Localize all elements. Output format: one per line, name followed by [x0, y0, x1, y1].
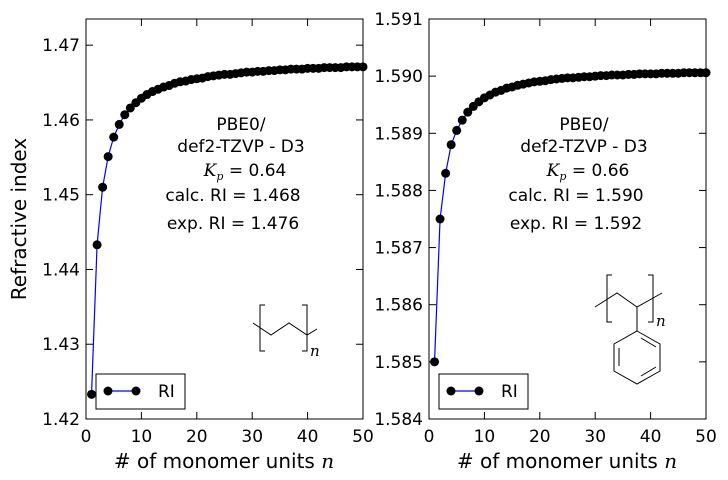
method-line1-right: PBE0/: [559, 115, 608, 135]
calc-ri-left: calc. RI = 1.468: [165, 186, 300, 206]
plot-area-left: [85, 18, 364, 420]
data-point-left: [98, 182, 108, 192]
data-point-left: [114, 119, 124, 129]
chart-right: 0 10 20 30 40 50 1.584 1.585 1.586 1.587 1.588 1.58…: [374, 10, 716, 473]
x-tick-label-right: 10: [474, 427, 496, 447]
data-points-right: [430, 68, 711, 367]
legend-left: RI: [95, 373, 186, 410]
legend-marker-left-b: [131, 386, 141, 396]
kp-left: Kp = 0.64: [203, 161, 287, 183]
exp-ri-left: exp. RI = 1.476: [167, 214, 299, 234]
y-tick-label-left: 1.46: [42, 111, 80, 131]
data-points-left: [87, 62, 368, 399]
method-line1-left: PBE0/: [216, 115, 265, 135]
xlabel-left: # of monomer units n: [114, 449, 334, 473]
y-tick-label-left: 1.44: [42, 260, 80, 280]
structure-subscript-left: n: [310, 342, 320, 360]
xlabel-right: # of monomer units n: [457, 449, 677, 473]
y-tick-label-right: 1.586: [374, 296, 423, 316]
data-point-right: [441, 168, 451, 178]
data-point-left: [358, 62, 368, 72]
data-point-left: [109, 132, 119, 142]
x-tick-label-left: 50: [352, 427, 374, 447]
ticks-left: 0 10 20 30 40 50 1.42 1.43 1.44 1.45 1.46 1.47: [42, 19, 374, 447]
x-tick-label-left: 30: [241, 427, 263, 447]
method-line2-left: def2-TZVP - D3: [177, 137, 304, 157]
data-point-right: [446, 140, 456, 150]
x-tick-label-left: 0: [81, 427, 92, 447]
y-tick-label-right: 1.587: [374, 239, 423, 259]
data-point-right: [701, 68, 711, 78]
ylabel-left: Refractive index: [7, 138, 31, 301]
y-tick-label-left: 1.47: [42, 36, 80, 56]
data-point-left: [87, 389, 97, 399]
kp-right: Kp = 0.66: [546, 161, 630, 183]
x-tick-label-right: 40: [640, 427, 662, 447]
y-tick-label-right: 1.589: [374, 124, 423, 144]
data-point-right: [435, 214, 445, 224]
polystyrene-repeat-unit-icon: [594, 274, 663, 385]
y-tick-label-left: 1.43: [42, 335, 80, 355]
legend-marker-right-a: [446, 386, 456, 396]
y-tick-label-left: 1.42: [42, 410, 80, 430]
data-point-right: [463, 107, 473, 117]
exp-ri-right: exp. RI = 1.592: [510, 214, 642, 234]
x-tick-label-left: 20: [186, 427, 208, 447]
x-tick-label-right: 30: [584, 427, 606, 447]
legend-label-left: RI: [158, 382, 175, 402]
y-tick-label-right: 1.585: [374, 353, 423, 373]
x-tick-label-right: 50: [695, 427, 717, 447]
x-tick-label-right: 0: [424, 427, 435, 447]
structure-subscript-right: n: [656, 312, 666, 330]
legend-marker-right-b: [474, 386, 484, 396]
legend-label-right: RI: [501, 382, 518, 402]
ticks-right: 0 10 20 30 40 50 1.584 1.585 1.586 1.587 1.588 1.58…: [374, 10, 716, 447]
data-point-left: [103, 152, 113, 162]
y-tick-label-right: 1.591: [374, 10, 423, 30]
legend-marker-left-a: [103, 386, 113, 396]
calc-ri-right: calc. RI = 1.590: [508, 186, 643, 206]
x-tick-label-left: 40: [297, 427, 319, 447]
data-point-right: [452, 125, 462, 135]
x-tick-label-right: 20: [529, 427, 551, 447]
y-tick-label-right: 1.588: [374, 181, 423, 201]
method-line2-right: def2-TZVP - D3: [520, 137, 647, 157]
data-point-left: [120, 110, 130, 120]
y-tick-label-right: 1.590: [374, 67, 423, 87]
legend-right: RI: [438, 373, 529, 410]
y-tick-label-left: 1.45: [42, 186, 80, 206]
data-point-right: [430, 357, 440, 367]
data-point-right: [457, 115, 467, 125]
polyethylene-repeat-unit-icon: [252, 304, 318, 352]
data-point-left: [92, 240, 102, 250]
y-tick-label-right: 1.584: [374, 410, 423, 430]
x-tick-label-left: 10: [131, 427, 153, 447]
chart-left: 0 10 20 30 40 50 1.42 1.43 1.44 1.45 1.46 1.47 Refr…: [7, 18, 374, 473]
